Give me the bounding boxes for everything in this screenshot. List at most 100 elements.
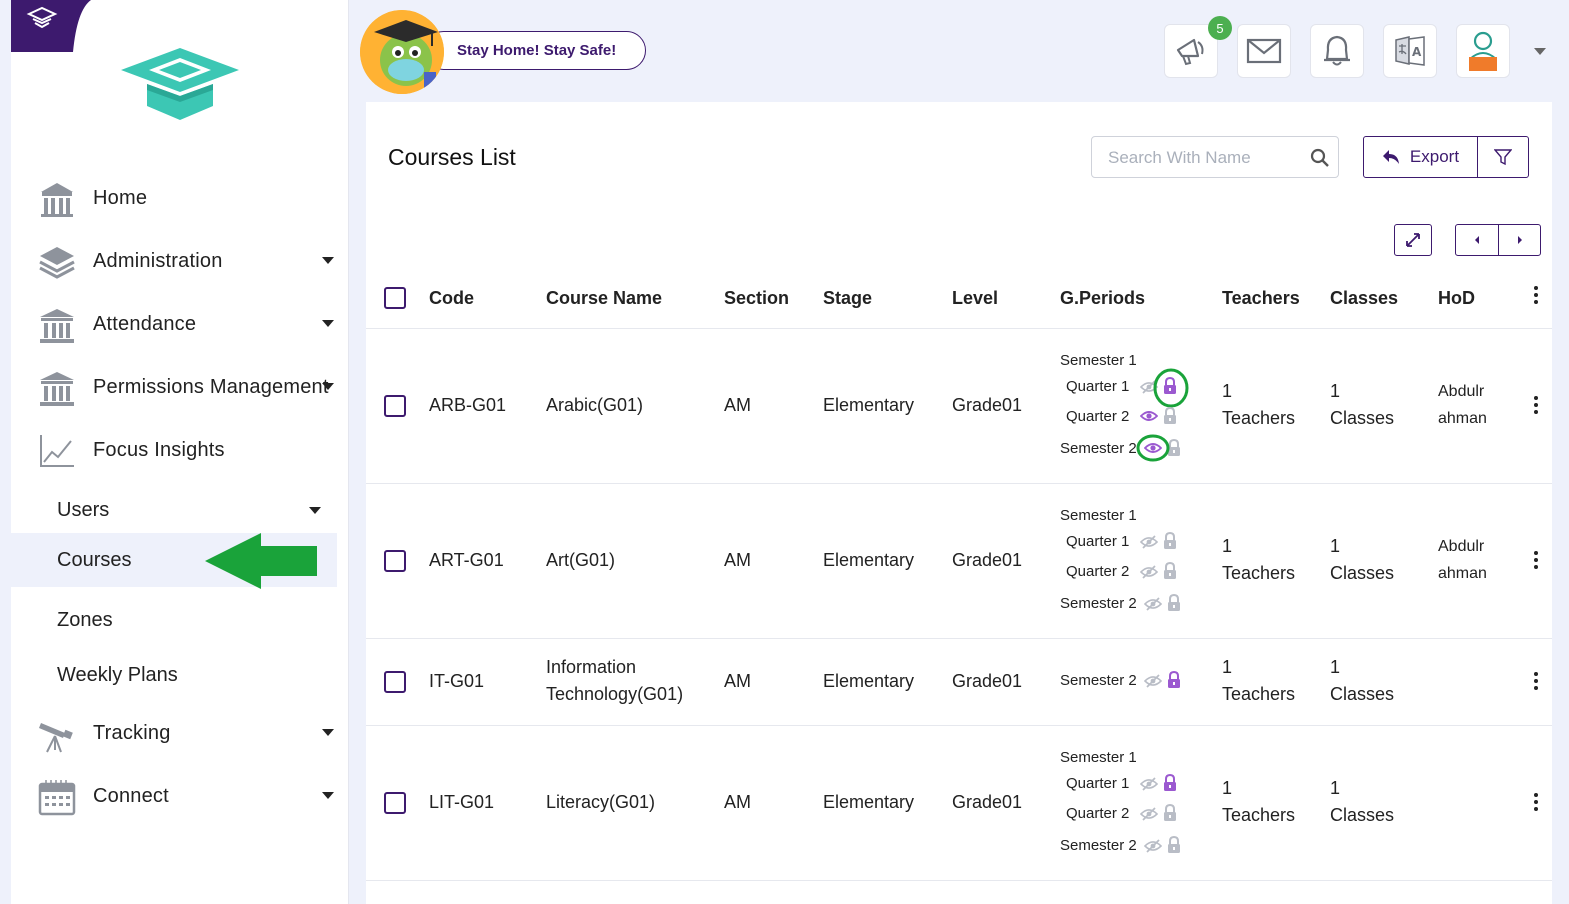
period-label: Semester 2	[1060, 440, 1137, 457]
lock-icon[interactable]	[1162, 774, 1178, 792]
classes-label: Classes	[1330, 804, 1395, 825]
sidebar-item-label: Users	[57, 498, 110, 521]
teachers-label: Teachers	[1222, 562, 1296, 583]
sidebar-item-label: Courses	[57, 548, 132, 571]
cell-course-name[interactable]: Literacy(G01)	[546, 791, 656, 812]
scroll-right-button[interactable]	[1499, 225, 1540, 255]
lock-open-icon[interactable]	[1162, 804, 1178, 822]
header-section[interactable]: Section	[724, 288, 790, 308]
sidebar-item-attendance[interactable]: Attendance	[11, 298, 348, 350]
cell-level: Grade01	[952, 791, 1023, 812]
filter-button[interactable]	[1478, 137, 1528, 177]
eye-slash-icon[interactable]	[1144, 597, 1162, 611]
row-checkbox[interactable]	[384, 670, 406, 693]
hod-line: Abdulr	[1438, 382, 1485, 400]
cell-teachers[interactable]: 1 Teachers	[1222, 378, 1295, 432]
eye-slash-icon[interactable]	[1140, 535, 1158, 549]
sidebar-item-focus-insights[interactable]: Focus Insights	[11, 424, 348, 476]
cell-classes[interactable]: 1 Classes	[1330, 654, 1394, 708]
row-menu-kebab-icon[interactable]	[1533, 792, 1539, 815]
lock-open-icon[interactable]	[1162, 407, 1178, 425]
row-menu-kebab-icon[interactable]	[1533, 550, 1539, 573]
sidebar-item-permissions[interactable]: Permissions Management	[11, 361, 348, 413]
chevron-down-icon	[309, 507, 321, 514]
stay-safe-banner[interactable]: Stay Home! Stay Safe!	[424, 31, 646, 70]
cell-teachers[interactable]: 1 Teachers	[1222, 775, 1295, 829]
cell-classes[interactable]: 1 Classes	[1330, 378, 1394, 432]
eye-slash-icon[interactable]	[1140, 777, 1158, 791]
lock-open-icon[interactable]	[1162, 562, 1178, 580]
cell-course-name[interactable]: Arabic(G01)	[546, 394, 644, 415]
cell-classes[interactable]: 1 Classes	[1330, 775, 1394, 829]
mascot-avatar-icon[interactable]	[360, 10, 444, 94]
lock-open-icon[interactable]	[1166, 594, 1182, 612]
lock-icon[interactable]	[1162, 377, 1178, 395]
row-checkbox[interactable]	[384, 394, 406, 417]
scroll-left-button[interactable]	[1456, 225, 1499, 255]
sidebar-item-courses[interactable]: Courses	[11, 533, 337, 589]
sidebar-item-tracking[interactable]: Tracking	[11, 707, 348, 759]
chevron-down-icon	[322, 729, 334, 736]
row-menu-kebab-icon[interactable]	[1533, 395, 1539, 418]
lock-icon[interactable]	[1166, 670, 1182, 689]
eye-slash-icon[interactable]	[1140, 380, 1158, 394]
eye-slash-icon[interactable]	[1144, 673, 1162, 688]
notifications-button[interactable]	[1310, 24, 1364, 78]
select-all-checkbox[interactable]	[384, 287, 406, 309]
sidebar-item-connect[interactable]: Connect	[11, 770, 348, 822]
header-menu-kebab-icon[interactable]	[1533, 286, 1539, 308]
cell-section: AM	[724, 394, 751, 415]
cell-classes[interactable]: 1 Classes	[1330, 533, 1394, 587]
profile-button[interactable]	[1456, 24, 1510, 78]
divider	[366, 483, 1552, 484]
eye-icon[interactable]	[1140, 410, 1158, 422]
messages-button[interactable]	[1237, 24, 1291, 78]
sidebar-item-zones[interactable]: Zones	[11, 593, 337, 647]
sidebar-item-weekly-plans[interactable]: Weekly Plans	[11, 648, 337, 702]
cell-course-name[interactable]: Art(G01)	[546, 549, 616, 570]
eye-slash-icon[interactable]	[1140, 565, 1158, 579]
eye-icon[interactable]	[1144, 442, 1162, 454]
language-button[interactable]: A	[1383, 24, 1437, 78]
fullscreen-button[interactable]	[1394, 224, 1432, 256]
header-gperiods[interactable]: G.Periods	[1060, 288, 1146, 308]
header-level[interactable]: Level	[952, 288, 999, 308]
period-label: Quarter 2	[1066, 805, 1130, 822]
search-box[interactable]	[1091, 136, 1339, 179]
header-classes[interactable]: Classes	[1330, 288, 1399, 308]
search-input[interactable]	[1092, 137, 1320, 179]
green-arrow-annotation-icon	[205, 533, 317, 589]
period-label: Quarter 1	[1066, 533, 1130, 550]
cell-stage: Elementary	[823, 670, 915, 691]
header-code[interactable]: Code	[429, 288, 474, 308]
row-menu-kebab-icon[interactable]	[1533, 671, 1539, 694]
eye-slash-icon[interactable]	[1140, 807, 1158, 821]
search-icon[interactable]	[1310, 148, 1330, 168]
row-checkbox[interactable]	[384, 791, 406, 814]
chevron-down-icon	[322, 257, 334, 264]
lock-open-icon[interactable]	[1162, 532, 1178, 550]
divider	[366, 880, 1552, 881]
lock-open-icon[interactable]	[1166, 836, 1182, 854]
cell-teachers[interactable]: 1 Teachers	[1222, 654, 1295, 708]
cell-teachers[interactable]: 1 Teachers	[1222, 533, 1295, 587]
lock-open-icon[interactable]	[1166, 439, 1182, 457]
page-title: Courses List	[388, 144, 516, 170]
sidebar-item-users[interactable]: Users	[11, 483, 337, 537]
header-hod[interactable]: HoD	[1438, 288, 1475, 308]
corner-logo-icon[interactable]	[11, 0, 91, 52]
cell-level: Grade01	[952, 549, 1023, 570]
export-button[interactable]: Export	[1364, 137, 1478, 177]
cell-course-name[interactable]: Information Technology(G01)	[546, 654, 683, 708]
sidebar-item-administration[interactable]: Administration	[11, 235, 348, 287]
header-teachers[interactable]: Teachers	[1222, 288, 1300, 308]
row-checkbox[interactable]	[384, 549, 406, 572]
cell-section: AM	[724, 670, 751, 691]
divider	[366, 725, 1552, 726]
header-course-name[interactable]: Course Name	[546, 288, 663, 308]
profile-icon	[1469, 31, 1497, 71]
sidebar-item-home[interactable]: Home	[11, 172, 348, 224]
profile-dropdown-chevron-icon[interactable]	[1534, 48, 1546, 55]
eye-slash-icon[interactable]	[1144, 839, 1162, 853]
header-stage[interactable]: Stage	[823, 288, 873, 308]
